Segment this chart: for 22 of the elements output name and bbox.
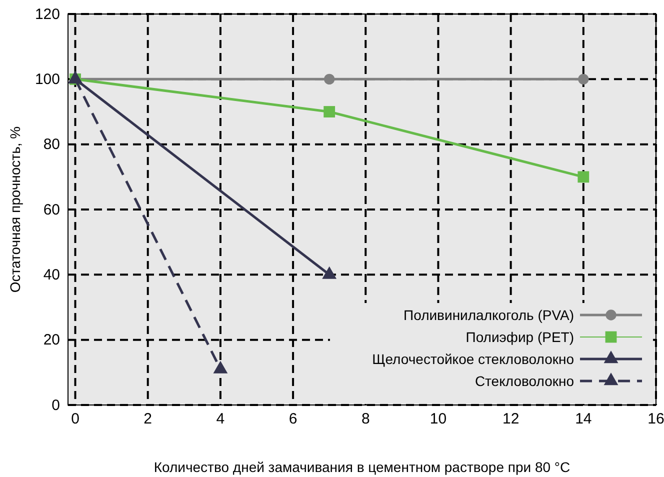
- x-tick-label: 8: [361, 410, 370, 428]
- x-tick-label: 6: [288, 410, 298, 428]
- legend-label: Полиэфир (PET): [466, 329, 574, 345]
- y-tick-label: 60: [43, 201, 60, 218]
- y-tick-label: 20: [43, 332, 60, 349]
- x-tick-label: 0: [71, 410, 80, 428]
- y-tick-label: 0: [52, 396, 60, 414]
- y-axis-title: Остаточная прочность, %: [7, 126, 23, 293]
- y-tick-label: 40: [43, 266, 60, 284]
- x-tick-label: 4: [216, 410, 225, 428]
- y-tick-label: 120: [34, 6, 60, 23]
- x-tick-label: 2: [144, 410, 152, 428]
- legend-label: Поливинилалкоголь (PVA): [404, 307, 574, 323]
- x-tick-label: 12: [502, 410, 520, 428]
- y-tick-label: 80: [43, 136, 60, 154]
- x-tick-label: 10: [430, 410, 447, 428]
- x-tick-label: 14: [575, 410, 592, 428]
- x-tick-label: 16: [648, 410, 664, 428]
- y-tick-label: 100: [34, 70, 60, 88]
- legend-label: Щелочестойкое стекловолокно: [372, 351, 574, 367]
- x-axis-title: Количество дней замачивания в цементном растворе при 80 °C: [154, 459, 570, 475]
- legend-label: Стекловолокно: [474, 373, 574, 389]
